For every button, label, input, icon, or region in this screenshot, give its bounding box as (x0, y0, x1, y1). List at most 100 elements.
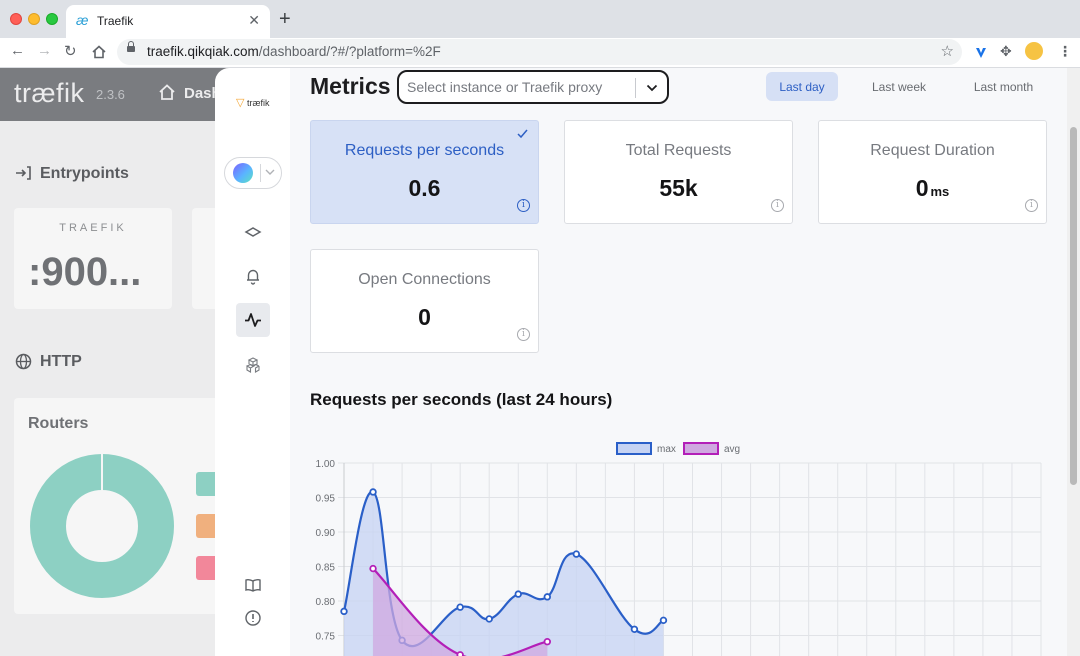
traefik-logo: træfik (14, 78, 85, 108)
instance-selector[interactable] (224, 157, 282, 189)
total-requests-card[interactable]: Total Requests 55k i (564, 120, 793, 224)
browser-tab[interactable]: æ Traefik ✕ (66, 5, 270, 38)
card-label: Requests per seconds (344, 142, 505, 159)
series-avg-point (456, 651, 464, 656)
address-url: traefik.qikqiak.com/dashboard/?#/?platfo… (147, 44, 441, 59)
window-zoom-button[interactable] (46, 13, 58, 25)
address-bar[interactable]: traefik.qikqiak.com/dashboard/?#/?platfo… (117, 39, 962, 65)
metrics-panel: ▽ træfik (215, 68, 1080, 656)
series-max-area (344, 491, 664, 656)
card-unit: ms (930, 184, 950, 199)
info-icon[interactable]: i (517, 199, 530, 212)
rail-metrics-button[interactable] (236, 303, 270, 337)
browser-menu-icon[interactable]: ⋮ (1058, 43, 1072, 59)
book-icon (245, 578, 261, 592)
card-label: Total Requests (625, 142, 732, 159)
dashboard-nav-link[interactable]: Dash (184, 85, 221, 102)
new-tab-icon[interactable]: + (279, 8, 291, 30)
routers-card[interactable]: Routers (14, 398, 224, 614)
layers-icon (244, 227, 262, 237)
scrollbar-thumb[interactable] (1070, 127, 1077, 485)
check-icon (517, 129, 528, 139)
series-max-point (659, 616, 668, 625)
forward-icon[interactable]: → (37, 42, 52, 59)
chart-title: Requests per seconds (last 24 hours) (310, 390, 613, 409)
entrypoint-name: TRAEFIK (59, 222, 127, 234)
browser-toolbar: ← → ↻ traefik.qikqiak.com/dashboard/?#/?… (0, 38, 1080, 68)
entrypoints-icon (16, 166, 31, 180)
request-duration-card[interactable]: Request Duration 0 ms i (818, 120, 1047, 224)
metrics-side-rail: ▽ træfik (215, 68, 290, 656)
period-last-week[interactable]: Last week (871, 79, 927, 94)
reload-icon[interactable]: ↻ (64, 43, 77, 60)
chevron-down-icon (265, 169, 275, 175)
http-heading: HTTP (40, 353, 82, 370)
extensions-puzzle-icon[interactable]: ✥ (1000, 43, 1012, 59)
globe-icon (15, 353, 32, 370)
cubes-icon (245, 357, 260, 373)
y-tick-label: 0.85 (316, 563, 336, 574)
y-tick-label: 0.95 (316, 494, 336, 505)
metrics-main: Metrics Select instance or Traefik proxy… (290, 68, 1080, 656)
period-last-month[interactable]: Last month (973, 79, 1034, 94)
rail-plugins-button[interactable] (236, 348, 270, 382)
bookmark-star-icon[interactable]: ☆ (940, 43, 954, 60)
lock-icon (127, 41, 135, 52)
series-max-point (572, 550, 581, 558)
card-label: Request Duration (870, 142, 995, 159)
series-avg-point (369, 564, 377, 573)
requests-per-second-chart: 1.00 0.95 0.90 0.85 0.80 0.75 max avg (316, 442, 1042, 656)
period-last-day[interactable]: Last day (766, 72, 838, 101)
card-value: 0 ms (915, 175, 950, 201)
alert-circle-icon (245, 610, 261, 626)
legend-label-avg: avg (724, 444, 740, 455)
rail-docs-button[interactable] (236, 568, 270, 602)
proxy-select[interactable]: Select instance or Traefik proxy (397, 70, 669, 104)
traefik-favicon-icon: æ (76, 12, 89, 28)
window-minimize-button[interactable] (28, 13, 40, 25)
rail-help-button[interactable] (236, 601, 270, 635)
series-max-point (514, 590, 522, 598)
open-connections-card[interactable]: Open Connections 0 i (310, 249, 539, 353)
home-icon[interactable] (92, 45, 106, 59)
entrypoint-port: :900... (28, 250, 142, 294)
series-max-point (543, 593, 551, 601)
card-label: Open Connections (358, 271, 491, 288)
info-icon[interactable]: i (771, 199, 784, 212)
activity-icon (245, 313, 261, 327)
routers-heading: Routers (28, 415, 89, 432)
back-icon[interactable]: ← (10, 42, 25, 59)
rail-instances-button[interactable] (236, 215, 270, 249)
entrypoint-card[interactable]: TRAEFIK :900... (14, 208, 172, 309)
page-title: Metrics (310, 73, 391, 99)
window-close-button[interactable] (10, 13, 22, 25)
routers-donut-chart (30, 454, 174, 598)
proxy-select-placeholder: Select instance or Traefik proxy (407, 79, 603, 95)
profile-avatar[interactable] (1025, 42, 1043, 60)
bell-icon (247, 269, 259, 285)
dashboard-home-icon (159, 84, 175, 100)
requests-per-second-card[interactable]: Requests per seconds 0.6 i (310, 120, 539, 224)
extension-v-icon[interactable] (974, 46, 988, 60)
instance-avatar (233, 163, 253, 183)
card-value: 0 (418, 304, 431, 330)
chevron-down-icon (646, 84, 658, 92)
y-tick-label: 0.75 (316, 632, 336, 643)
info-icon[interactable]: i (1025, 199, 1038, 212)
card-value: 55k (659, 175, 698, 201)
browser-tab-bar: æ Traefik ✕ + (0, 0, 1080, 38)
series-avg-point (543, 638, 551, 646)
y-tick-label: 0.80 (316, 597, 336, 608)
entrypoints-heading: Entrypoints (40, 165, 129, 182)
y-tick-label: 1.00 (316, 459, 336, 470)
info-icon[interactable]: i (517, 328, 530, 341)
close-tab-icon[interactable]: ✕ (248, 12, 260, 28)
legend-label-max: max (657, 444, 676, 455)
series-max-point (369, 488, 377, 496)
legend-swatch-max (616, 442, 652, 455)
y-tick-label: 0.90 (316, 528, 336, 539)
rail-alerts-button[interactable] (236, 259, 270, 293)
traefik-pilot-logo: ▽ træfik (236, 97, 270, 109)
card-value: 0.6 (408, 175, 441, 201)
legend-swatch-avg (683, 442, 719, 455)
